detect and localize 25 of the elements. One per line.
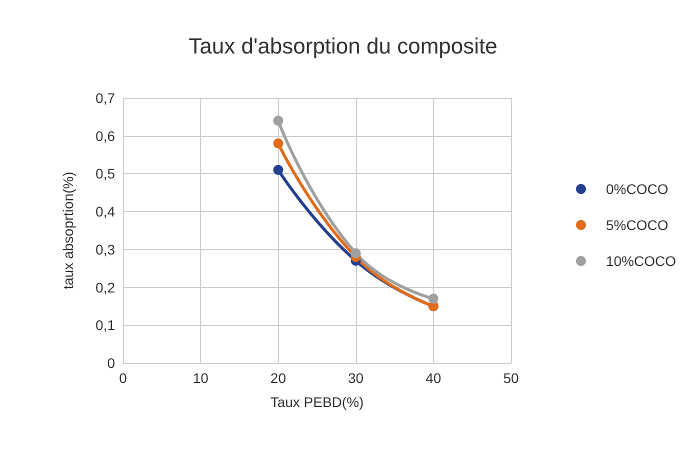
point (273, 138, 284, 148)
y-tick-label: 0,5 (96, 166, 116, 182)
y-tick-label: 0,4 (96, 204, 116, 220)
y-axis-title: taux absoprtion(%) (60, 172, 76, 290)
x-tick-label: 10 (192, 370, 209, 386)
y-tick-label: 0,2 (96, 279, 116, 296)
legend-label: 10%COCO (606, 253, 676, 269)
y-tick-label: 0 (107, 355, 116, 371)
y-tick-label: 0,3 (96, 241, 116, 258)
x-tick-label: 20 (270, 370, 286, 386)
x-tick-label: 50 (503, 370, 519, 386)
point (350, 248, 361, 258)
y-tick-label: 0,1 (96, 317, 116, 334)
x-tick-label: 40 (426, 370, 442, 386)
chart-title: Taux d'absorption du composite (188, 34, 498, 58)
x-axis-title: Taux PEBD(%) (270, 394, 364, 410)
point (273, 164, 284, 175)
y-tick-label: 0,6 (96, 128, 116, 144)
point (428, 294, 438, 304)
legend-label: 0%COCO (606, 181, 668, 197)
y-tick-label: 0,7 (96, 90, 116, 106)
x-tick-label: 0 (119, 370, 128, 386)
legend-label: 5%COCO (606, 217, 668, 233)
point (273, 116, 284, 126)
x-tick-label: 30 (348, 370, 364, 386)
